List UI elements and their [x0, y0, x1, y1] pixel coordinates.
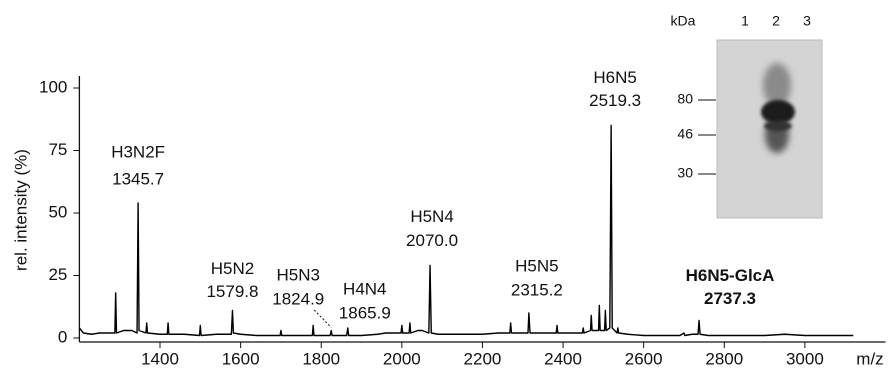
leader-line — [314, 310, 331, 328]
x-tick-label: 2000 — [383, 349, 421, 368]
y-tick-label: 50 — [48, 202, 67, 221]
peak-name: H5N4 — [410, 207, 453, 226]
figure: rel. intensity (%) m/z kDa 1 2 3 80 46 3… — [0, 0, 892, 374]
peak-name: H5N3 — [277, 265, 320, 284]
y-tick-label: 75 — [48, 140, 67, 159]
peak-mz: 1345.7 — [112, 169, 164, 188]
gel-band — [761, 100, 795, 124]
x-axis-label: m/z — [856, 349, 883, 368]
x-tick-label: 1600 — [222, 349, 260, 368]
lane-label: 3 — [803, 13, 811, 29]
y-tick-label: 25 — [48, 265, 67, 284]
x-tick-label: 2800 — [705, 349, 743, 368]
gel-unit: kDa — [671, 13, 696, 29]
peak-mz: 2070.0 — [406, 231, 458, 250]
peak-name: H6N5-GlcA — [686, 266, 775, 285]
y-tick-label: 0 — [58, 327, 67, 346]
peak-mz: 1865.9 — [339, 303, 391, 322]
x-tick-label: 1800 — [302, 349, 340, 368]
marker-label: 46 — [677, 126, 693, 142]
x-tick-label: 1400 — [141, 349, 179, 368]
peak-name: H6N5 — [593, 68, 636, 87]
x-tick-label: 2600 — [625, 349, 663, 368]
peak-mz: 2519.3 — [589, 91, 641, 110]
peak-mz: 1824.9 — [272, 289, 324, 308]
peak-name: H5N5 — [515, 256, 558, 275]
peak-mz: 2737.3 — [704, 289, 756, 308]
marker-label: 30 — [677, 165, 693, 181]
y-tick-label: 100 — [39, 77, 67, 96]
x-tick-label: 2200 — [464, 349, 502, 368]
marker-label: 80 — [677, 91, 693, 107]
lane-label: 2 — [772, 13, 780, 29]
x-tick-label: 3000 — [786, 349, 824, 368]
peak-name: H5N2 — [211, 259, 254, 278]
x-tick-label: 2400 — [544, 349, 582, 368]
peak-mz: 2315.2 — [511, 280, 563, 299]
gel-inset: kDa 1 2 3 80 46 30 — [671, 13, 822, 218]
lane-label: 1 — [741, 13, 749, 29]
peak-name: H3N2F — [111, 142, 165, 161]
y-axis-label: rel. intensity (%) — [11, 149, 30, 271]
peak-name: H4N4 — [343, 279, 386, 298]
gel-band — [764, 121, 792, 131]
peak-mz: 1579.8 — [206, 282, 258, 301]
